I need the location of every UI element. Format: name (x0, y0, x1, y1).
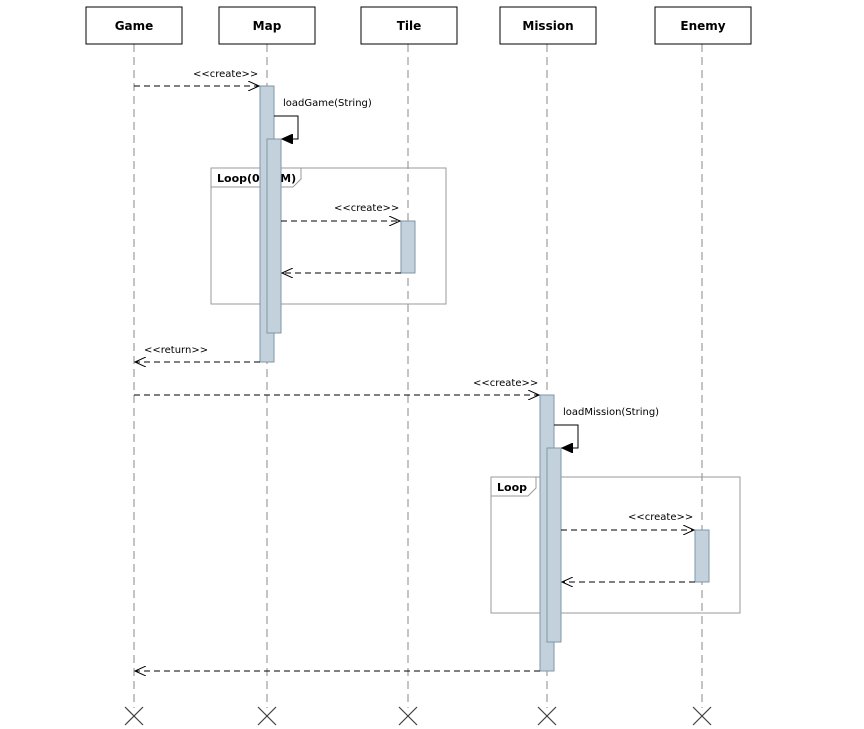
destroy-game-icon (124, 706, 144, 726)
destroy-mission-icon (537, 706, 557, 726)
message-load-mission-label: loadMission(String) (563, 407, 659, 418)
destroy-enemy-icon (692, 706, 712, 726)
message-load-mission[interactable]: loadMission(String) (554, 407, 659, 448)
participant-tile[interactable]: Tile (360, 6, 458, 45)
message-create-enemy-label: <<create>> (628, 512, 693, 523)
message-create-mission[interactable]: <<create>> (134, 378, 539, 395)
message-create-map-label: <<create>> (193, 69, 258, 80)
message-return-map[interactable]: <<return>> (135, 345, 260, 362)
activation-map-nested (266, 138, 282, 334)
message-create-enemy[interactable]: <<create>> (561, 512, 694, 530)
participant-enemy-label: Enemy (680, 19, 725, 33)
loop-fragment-mission-label: Loop (497, 481, 527, 494)
participant-tile-label: Tile (397, 19, 422, 33)
participant-enemy[interactable]: Enemy (654, 6, 752, 45)
participant-game[interactable]: Game (85, 6, 183, 45)
message-create-map[interactable]: <<create>> (134, 69, 259, 86)
loop-fragment-mission[interactable]: Loop (490, 476, 741, 614)
message-load-game[interactable]: loadGame(String) (274, 98, 372, 139)
participant-map[interactable]: Map (218, 6, 316, 45)
activation-mission-nested (546, 447, 562, 643)
participant-game-label: Game (115, 19, 154, 33)
participant-mission-label: Mission (522, 19, 573, 33)
destroy-tile-icon (398, 706, 418, 726)
message-create-tile-label: <<create>> (334, 203, 399, 214)
message-return-map-label: <<return>> (144, 345, 208, 356)
destroy-map-icon (257, 706, 277, 726)
participant-mission[interactable]: Mission (499, 6, 597, 45)
participant-map-label: Map (253, 19, 282, 33)
activation-tile (400, 220, 416, 274)
loop-fragment-map-label: Loop(0,NxM) (217, 172, 296, 185)
message-load-game-label: loadGame(String) (283, 98, 372, 109)
message-create-mission-label: <<create>> (473, 378, 538, 389)
activation-enemy (694, 529, 710, 583)
message-create-tile[interactable]: <<create>> (281, 203, 400, 221)
